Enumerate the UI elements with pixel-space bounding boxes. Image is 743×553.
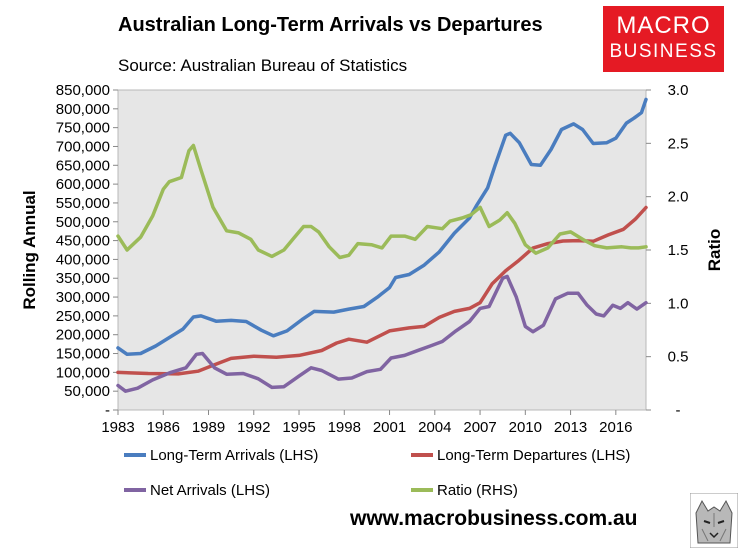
x-tick-label: 1986 [147, 419, 180, 436]
series-line-3 [116, 143, 648, 260]
left-tick-label: 200,000 [56, 327, 110, 344]
legend-label: Ratio (RHS) [437, 482, 518, 499]
series-line-2 [116, 274, 648, 393]
left-tick-label: 100,000 [56, 364, 110, 381]
left-tick-label: 500,000 [56, 214, 110, 231]
left-tick-label: 50,000 [64, 383, 110, 400]
left-tick-label: 150,000 [56, 346, 110, 363]
macrobusiness-logo: MACRO BUSINESS [603, 6, 724, 72]
x-tick-label: 1989 [192, 419, 225, 436]
left-tick-label: 350,000 [56, 270, 110, 287]
series-group [116, 97, 648, 393]
left-tick-label: 700,000 [56, 138, 110, 155]
right-tick-label: - [676, 402, 681, 419]
right-tick-label: 1.5 [668, 242, 689, 259]
x-tick-label: 2013 [554, 419, 587, 436]
left-tick-label: - [105, 402, 110, 419]
right-tick-label: 2.5 [668, 135, 689, 152]
legend-label: Long-Term Departures (LHS) [437, 447, 630, 464]
left-axis-label: Rolling Annual [20, 190, 39, 309]
left-tick-label: 600,000 [56, 176, 110, 193]
legend: Long-Term Arrivals (LHS) Long-Term Depart… [124, 447, 630, 499]
chart-title: Australian Long-Term Arrivals vs Departu… [118, 14, 543, 36]
right-axis-label: Ratio [705, 229, 724, 272]
chart-subtitle: Source: Australian Bureau of Statistics [118, 56, 408, 75]
x-tick-label: 2007 [463, 419, 496, 436]
x-tick-label: 1998 [328, 419, 361, 436]
logo-line-1: MACRO [616, 12, 711, 39]
left-tick-label: 450,000 [56, 233, 110, 250]
right-tick-label: 3.0 [668, 82, 689, 99]
left-tick-label: 750,000 [56, 120, 110, 137]
x-tick-label: 1995 [282, 419, 315, 436]
x-tick-label: 2016 [599, 419, 632, 436]
series-line-0 [116, 97, 648, 357]
x-tick-label: 2010 [509, 419, 542, 436]
x-tick-label: 2004 [418, 419, 451, 436]
legend-label: Long-Term Arrivals (LHS) [150, 447, 318, 464]
series-line-1 [116, 205, 648, 376]
website-url: www.macrobusiness.com.au [350, 507, 638, 530]
x-axis: 1983 1986 1989 1992 1995 1998 2001 2004 2007 2010… [101, 410, 633, 436]
x-tick-label: 1983 [101, 419, 134, 436]
left-tick-label: 650,000 [56, 157, 110, 174]
left-tick-label: 800,000 [56, 101, 110, 118]
left-tick-label: 250,000 [56, 308, 110, 325]
right-tick-label: 2.0 [668, 189, 689, 206]
left-tick-label: 550,000 [56, 195, 110, 212]
wolf-mascot-icon [690, 493, 738, 548]
x-tick-label: 1992 [237, 419, 270, 436]
right-tick-label: 1.0 [668, 295, 689, 312]
legend-label: Net Arrivals (LHS) [150, 482, 270, 499]
right-axis: - 0.5 1.0 1.5 2.0 2.5 3.0 [646, 82, 688, 419]
right-tick-label: 0.5 [668, 349, 689, 366]
left-tick-label: 400,000 [56, 251, 110, 268]
plot-area [117, 89, 647, 411]
logo-line-2: BUSINESS [609, 41, 718, 62]
x-tick-label: 2001 [373, 419, 406, 436]
left-tick-label: 300,000 [56, 289, 110, 306]
left-tick-label: 850,000 [56, 82, 110, 99]
